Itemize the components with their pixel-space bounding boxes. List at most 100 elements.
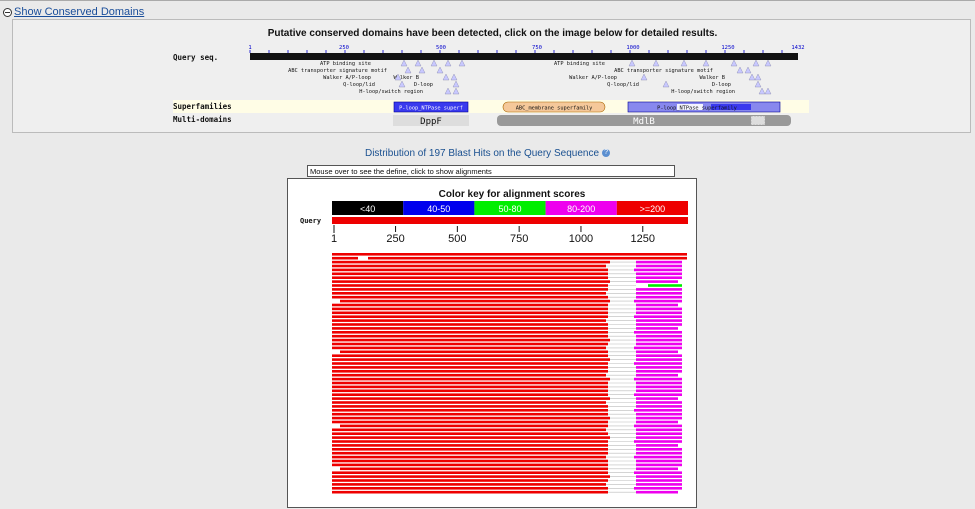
hit-bar <box>332 346 606 350</box>
hit-bar-magenta <box>634 315 682 318</box>
hit-bar-magenta <box>636 323 682 326</box>
hit-bar <box>332 483 606 486</box>
site-triangle-marker <box>764 59 772 67</box>
hit-bar <box>332 268 608 272</box>
color-key-swatch <box>474 201 546 215</box>
site-triangle-marker <box>680 59 688 67</box>
multidomains-label: Multi-domains <box>173 115 232 124</box>
hit-bar <box>332 405 608 408</box>
hit-bar-magenta <box>636 358 682 361</box>
site-triangle-marker <box>404 66 412 74</box>
site-triangle-marker <box>442 73 450 81</box>
hit-bar-magenta <box>636 420 678 424</box>
hit-bar-magenta <box>634 487 682 490</box>
hit-bar-magenta <box>636 444 678 447</box>
color-key-swatch <box>403 201 475 215</box>
hit-bar-magenta <box>636 334 682 338</box>
blast-hits-graphic[interactable]: Color key for alignment scores <40 40-50 50… <box>287 178 697 508</box>
hit-bar-magenta <box>636 366 682 369</box>
show-conserved-domains-toggle[interactable]: Show Conserved Domains <box>3 6 144 18</box>
hit-bar-magenta <box>636 292 682 295</box>
hit-bar <box>332 455 606 459</box>
hit-bar <box>332 444 608 447</box>
hit-bar-magenta <box>636 483 682 486</box>
query-tick-label: 1432 <box>791 45 804 51</box>
site-triangle-marker <box>640 73 648 81</box>
scale-tick-label: 750 <box>510 233 528 245</box>
hit-bar-magenta <box>636 342 682 346</box>
site-triangle-marker <box>398 80 406 88</box>
conserved-domains-panel: Putative conserved domains have been det… <box>12 19 971 133</box>
superfamily-bar-membrane <box>502 101 606 113</box>
hit-bar <box>332 315 608 318</box>
query-bar <box>332 217 688 224</box>
query-row-label: Query <box>300 217 322 225</box>
hit-bar <box>332 490 608 494</box>
site-triangle-marker <box>754 73 762 81</box>
hit-bar-magenta <box>636 448 682 451</box>
hit-bar-magenta <box>636 467 678 471</box>
hit-bar-magenta <box>636 311 682 315</box>
hit-bar-magenta <box>636 260 682 264</box>
hit-bar <box>332 381 608 385</box>
color-key-swatch <box>332 201 404 215</box>
hit-bar-magenta <box>636 303 678 307</box>
hit-bar <box>332 280 610 283</box>
hit-bar <box>368 256 687 260</box>
multidomain-label: DppF <box>420 117 442 127</box>
hit-bar-magenta <box>636 370 682 373</box>
hit-bar-magenta <box>636 350 678 354</box>
site-triangle-marker <box>754 80 762 88</box>
hit-bar-magenta <box>636 389 682 393</box>
query-seq-label: Query seq. <box>173 53 218 62</box>
site-triangle-marker <box>730 59 738 67</box>
show-conserved-domains-link[interactable]: Show Conserved Domains <box>14 6 145 18</box>
hit-bar <box>332 397 610 400</box>
query-tick-label: 500 <box>436 45 446 51</box>
scale-tick-label: 1250 <box>631 233 655 245</box>
collapse-minus-icon[interactable] <box>3 7 12 17</box>
site-triangle-marker <box>418 66 426 74</box>
hit-bar <box>332 436 610 439</box>
hit-bar <box>332 338 610 342</box>
site-triangle-marker <box>748 73 756 81</box>
hit-bar-magenta <box>636 307 682 311</box>
site-annotation-label: ABC transporter signature motif <box>614 68 713 74</box>
blast-hits-svg[interactable]: Color key for alignment scores <40 40-50 50… <box>288 179 698 509</box>
hit-bar-magenta <box>636 475 682 478</box>
superfamily-label: ABC_membrane superfamily <box>516 106 593 112</box>
color-key-label: <40 <box>360 204 375 214</box>
hit-bar <box>332 451 608 455</box>
hit-bar <box>332 354 608 357</box>
hit-bar <box>340 350 608 354</box>
site-triangle-marker <box>752 59 760 67</box>
hit-bar <box>332 475 610 478</box>
hit-bar <box>332 366 608 369</box>
distribution-title-text: Distribution of 197 Blast Hits on the Qu… <box>364 148 600 159</box>
hit-bar <box>340 299 610 303</box>
site-triangle-marker <box>628 59 636 67</box>
multidomain-bar-dppf <box>393 115 469 126</box>
hit-bar-magenta <box>634 377 682 381</box>
hit-bar <box>332 253 687 256</box>
hit-bar <box>332 412 608 416</box>
hit-bar <box>332 432 608 435</box>
site-triangle-marker <box>702 59 710 67</box>
help-icon[interactable]: ? <box>602 149 611 158</box>
hit-bar <box>332 377 610 381</box>
site-annotation-label: ATP binding site <box>554 61 605 67</box>
query-tick-label: 750 <box>532 45 542 51</box>
hit-bar-magenta <box>636 490 678 494</box>
hit-bar-green <box>648 284 682 287</box>
hit-bar <box>332 487 608 490</box>
top-divider <box>0 0 975 1</box>
hit-bar <box>332 385 608 389</box>
hit-bar <box>332 448 608 451</box>
site-triangle-marker <box>662 80 670 88</box>
superfamily-gap <box>677 104 703 110</box>
hit-bar-magenta <box>636 373 678 377</box>
site-triangle-marker <box>436 66 444 74</box>
site-triangle-marker <box>444 59 452 67</box>
query-tick-label: 1 <box>248 45 251 51</box>
